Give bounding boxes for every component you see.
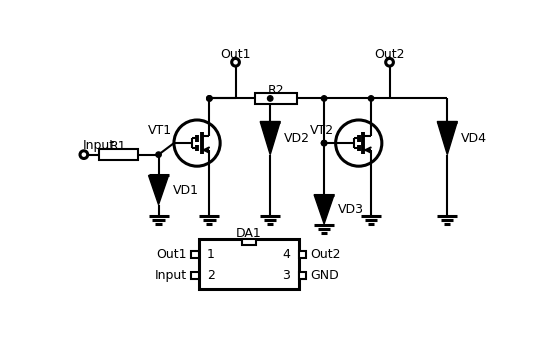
Text: VT2: VT2 xyxy=(310,124,334,137)
Text: R1: R1 xyxy=(110,140,127,154)
Text: 3: 3 xyxy=(282,269,290,282)
Text: VD4: VD4 xyxy=(461,132,487,145)
Text: Out1: Out1 xyxy=(156,248,187,261)
Text: Out2: Out2 xyxy=(374,48,405,61)
Bar xyxy=(299,272,306,279)
Text: VD1: VD1 xyxy=(172,183,198,197)
Text: Input: Input xyxy=(155,269,187,282)
Text: 4: 4 xyxy=(282,248,290,261)
Text: 1: 1 xyxy=(207,248,215,261)
Circle shape xyxy=(321,140,327,146)
Circle shape xyxy=(386,58,394,66)
Circle shape xyxy=(80,151,88,159)
Circle shape xyxy=(156,152,161,157)
Circle shape xyxy=(232,58,239,66)
Text: Input: Input xyxy=(82,139,114,152)
Circle shape xyxy=(368,96,374,101)
Text: Out1: Out1 xyxy=(220,48,251,61)
Bar xyxy=(191,272,199,279)
Text: 2: 2 xyxy=(207,269,215,282)
Polygon shape xyxy=(314,195,334,224)
Polygon shape xyxy=(260,121,280,155)
Text: Out2: Out2 xyxy=(310,248,341,261)
Text: R2: R2 xyxy=(268,84,284,97)
Text: GND: GND xyxy=(310,269,339,282)
Circle shape xyxy=(206,96,212,101)
Bar xyxy=(299,251,306,258)
Bar xyxy=(255,93,297,104)
Text: VT1: VT1 xyxy=(148,124,172,137)
Bar xyxy=(99,149,138,160)
Text: DA1: DA1 xyxy=(236,227,261,240)
Circle shape xyxy=(267,96,273,101)
Text: VD2: VD2 xyxy=(284,132,310,145)
Bar xyxy=(242,239,256,245)
Bar xyxy=(199,239,299,290)
Text: VD3: VD3 xyxy=(338,203,364,216)
Circle shape xyxy=(321,96,327,101)
Circle shape xyxy=(321,140,327,146)
Polygon shape xyxy=(438,121,457,155)
Polygon shape xyxy=(149,175,169,205)
Bar xyxy=(191,251,199,258)
Circle shape xyxy=(206,96,212,101)
